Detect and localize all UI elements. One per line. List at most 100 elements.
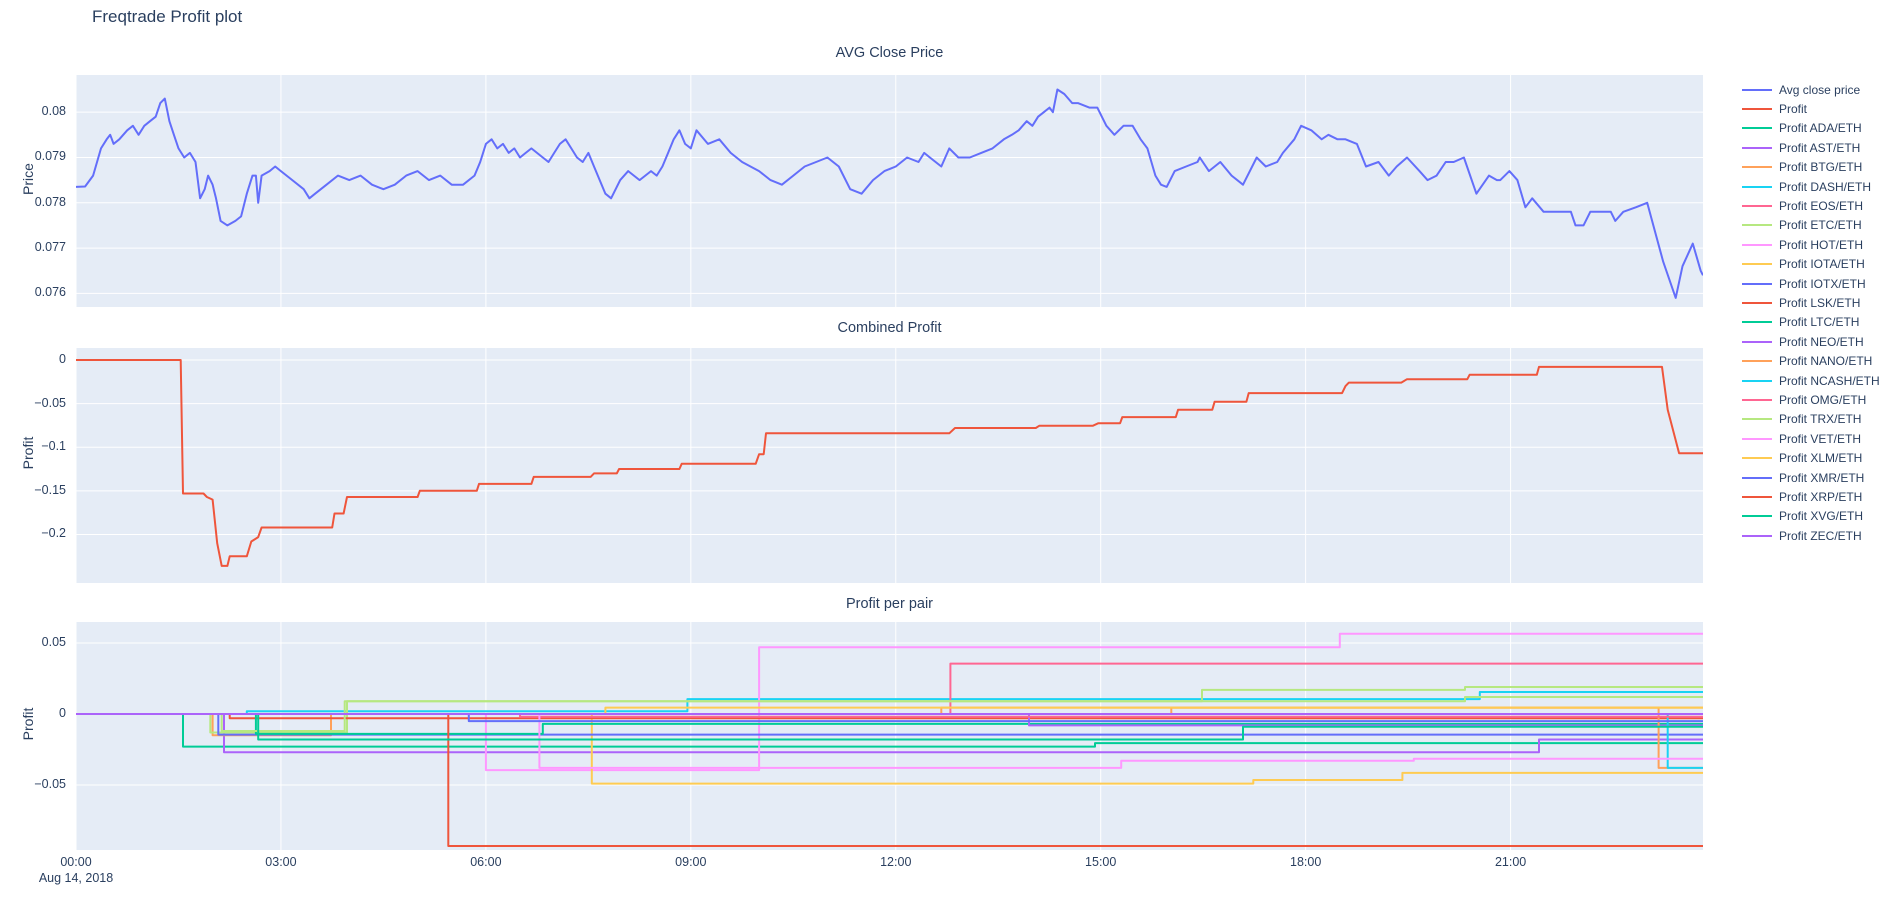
x-axis-date-label: Aug 14, 2018 xyxy=(38,871,114,885)
legend-line-swatch xyxy=(1742,146,1772,149)
y-tick-label: −0.15 xyxy=(34,482,66,497)
legend-item-profit-hot-eth[interactable]: Profit HOT/ETH xyxy=(1742,235,1880,254)
x-tick-label: 06:00 xyxy=(470,855,502,869)
page-title: Freqtrade Profit plot xyxy=(92,7,243,26)
x-tick-label: 12:00 xyxy=(880,855,912,869)
legend-item-label: Profit XMR/ETH xyxy=(1779,470,1865,485)
plot-area-2[interactable] xyxy=(76,622,1703,850)
legend-item-profit-btg-eth[interactable]: Profit BTG/ETH xyxy=(1742,158,1880,177)
legend-line-swatch xyxy=(1742,398,1772,401)
legend-item-label: Profit ETC/ETH xyxy=(1779,218,1862,233)
legend-item-profit-ncash-eth[interactable]: Profit NCASH/ETH xyxy=(1742,371,1880,390)
subplot-title-avg-close-price: AVG Close Price xyxy=(835,45,944,61)
plot-background xyxy=(76,622,1703,850)
subplot-title-combined-profit: Combined Profit xyxy=(837,320,942,336)
legend-item-avg-close-price[interactable]: Avg close price xyxy=(1742,80,1880,99)
legend-item-label: Profit TRX/ETH xyxy=(1779,412,1862,427)
y-tick-label: 0.08 xyxy=(41,104,66,119)
legend-line-swatch xyxy=(1742,301,1772,304)
x-tick-label: 21:00 xyxy=(1494,855,1527,869)
legend-item-label: Profit XRP/ETH xyxy=(1779,489,1863,504)
legend-item-label: Profit DASH/ETH xyxy=(1779,179,1872,194)
legend-line-swatch xyxy=(1742,108,1772,111)
series-line-profit-iota-eth xyxy=(76,713,1703,785)
legend-item-label: Profit xyxy=(1779,102,1808,117)
plot-area-0[interactable] xyxy=(76,75,1703,307)
legend-item-profit-trx-eth[interactable]: Profit TRX/ETH xyxy=(1742,410,1880,429)
x-tick-label: 03:00 xyxy=(265,855,297,869)
legend-item-profit-etc-eth[interactable]: Profit ETC/ETH xyxy=(1742,216,1880,235)
legend-item-label: Profit HOT/ETH xyxy=(1779,237,1864,252)
legend-item-profit-xrp-eth[interactable]: Profit XRP/ETH xyxy=(1742,487,1880,506)
legend-item-profit-xvg-eth[interactable]: Profit XVG/ETH xyxy=(1742,507,1880,526)
x-tick-label: 15:00 xyxy=(1085,855,1117,869)
legend-line-swatch xyxy=(1742,166,1772,169)
x-tick-label: 00:00 xyxy=(60,855,92,869)
legend-item-profit-iotx-eth[interactable]: Profit IOTX/ETH xyxy=(1742,274,1880,293)
legend-line-swatch xyxy=(1742,185,1772,188)
legend-item-label: Profit LTC/ETH xyxy=(1779,315,1860,330)
legend-line-swatch xyxy=(1742,282,1772,285)
series-line-profit xyxy=(76,359,1703,567)
y-tick-label: −0.1 xyxy=(41,439,66,454)
series-line-profit-vet-eth xyxy=(76,713,1703,769)
legend-item-label: Profit AST/ETH xyxy=(1779,140,1861,155)
legend-line-swatch xyxy=(1742,379,1772,382)
legend-item-profit-eos-eth[interactable]: Profit EOS/ETH xyxy=(1742,196,1880,215)
legend-item-label: Profit NCASH/ETH xyxy=(1779,373,1880,388)
legend-line-swatch xyxy=(1742,340,1772,343)
legend-line-swatch xyxy=(1742,224,1772,227)
legend-item-profit-ltc-eth[interactable]: Profit LTC/ETH xyxy=(1742,313,1880,332)
legend-item-profit-ada-eth[interactable]: Profit ADA/ETH xyxy=(1742,119,1880,138)
legend-item-profit-ast-eth[interactable]: Profit AST/ETH xyxy=(1742,138,1880,157)
legend-item-label: Profit LSK/ETH xyxy=(1779,295,1861,310)
legend-item-label: Profit ZEC/ETH xyxy=(1779,528,1862,543)
legend-line-swatch xyxy=(1742,321,1772,324)
y-tick-label: −0.05 xyxy=(34,776,66,791)
series-line-profit-btg-eth xyxy=(76,706,1703,737)
legend-item-label: Profit XLM/ETH xyxy=(1779,451,1863,466)
legend-line-swatch xyxy=(1742,263,1772,266)
y-tick-label: 0 xyxy=(59,351,66,366)
y-tick-label: 0.077 xyxy=(34,240,66,255)
legend-item-profit[interactable]: Profit xyxy=(1742,99,1880,118)
legend-line-swatch xyxy=(1742,534,1772,537)
x-tick-label: 18:00 xyxy=(1290,855,1322,869)
legend-item-label: Profit OMG/ETH xyxy=(1779,392,1867,407)
legend-line-swatch xyxy=(1742,127,1772,130)
y-axis-label-profit-bottom: Profit xyxy=(20,707,36,741)
plot-background xyxy=(76,75,1703,307)
y-tick-label: −0.05 xyxy=(34,395,66,410)
legend: Avg close price Profit Profit ADA/ETH Profi… xyxy=(1742,80,1880,545)
x-tick-label: 09:00 xyxy=(675,855,707,869)
legend-line-swatch xyxy=(1742,515,1772,518)
legend-item-profit-xmr-eth[interactable]: Profit XMR/ETH xyxy=(1742,468,1880,487)
legend-line-swatch xyxy=(1742,243,1772,246)
legend-item-profit-dash-eth[interactable]: Profit DASH/ETH xyxy=(1742,177,1880,196)
y-tick-label: 0.05 xyxy=(41,635,66,649)
legend-item-label: Profit ADA/ETH xyxy=(1779,121,1862,136)
legend-line-swatch xyxy=(1742,437,1772,440)
legend-item-profit-iota-eth[interactable]: Profit IOTA/ETH xyxy=(1742,255,1880,274)
subplot-title-profit-per-pair: Profit per pair xyxy=(845,596,934,612)
series-line-avg-close-price xyxy=(76,88,1703,299)
legend-item-profit-zec-eth[interactable]: Profit ZEC/ETH xyxy=(1742,526,1880,545)
y-tick-label: 0 xyxy=(59,705,66,720)
legend-line-swatch xyxy=(1742,205,1772,208)
legend-item-label: Profit XVG/ETH xyxy=(1779,509,1864,524)
plot-area-1[interactable] xyxy=(76,348,1703,583)
legend-item-profit-omg-eth[interactable]: Profit OMG/ETH xyxy=(1742,390,1880,409)
series-line-profit-trx-eth xyxy=(76,696,1703,732)
legend-item-profit-vet-eth[interactable]: Profit VET/ETH xyxy=(1742,429,1880,448)
legend-item-label: Profit VET/ETH xyxy=(1779,431,1862,446)
legend-item-profit-lsk-eth[interactable]: Profit LSK/ETH xyxy=(1742,293,1880,312)
legend-line-swatch xyxy=(1742,457,1772,460)
series-line-profit-hot-eth xyxy=(76,632,1703,772)
legend-item-profit-nano-eth[interactable]: Profit NANO/ETH xyxy=(1742,351,1880,370)
legend-item-label: Profit IOTA/ETH xyxy=(1779,257,1865,272)
legend-item-label: Profit NEO/ETH xyxy=(1779,334,1864,349)
legend-item-label: Avg close price xyxy=(1779,82,1861,97)
legend-item-profit-neo-eth[interactable]: Profit NEO/ETH xyxy=(1742,332,1880,351)
legend-item-profit-xlm-eth[interactable]: Profit XLM/ETH xyxy=(1742,448,1880,467)
